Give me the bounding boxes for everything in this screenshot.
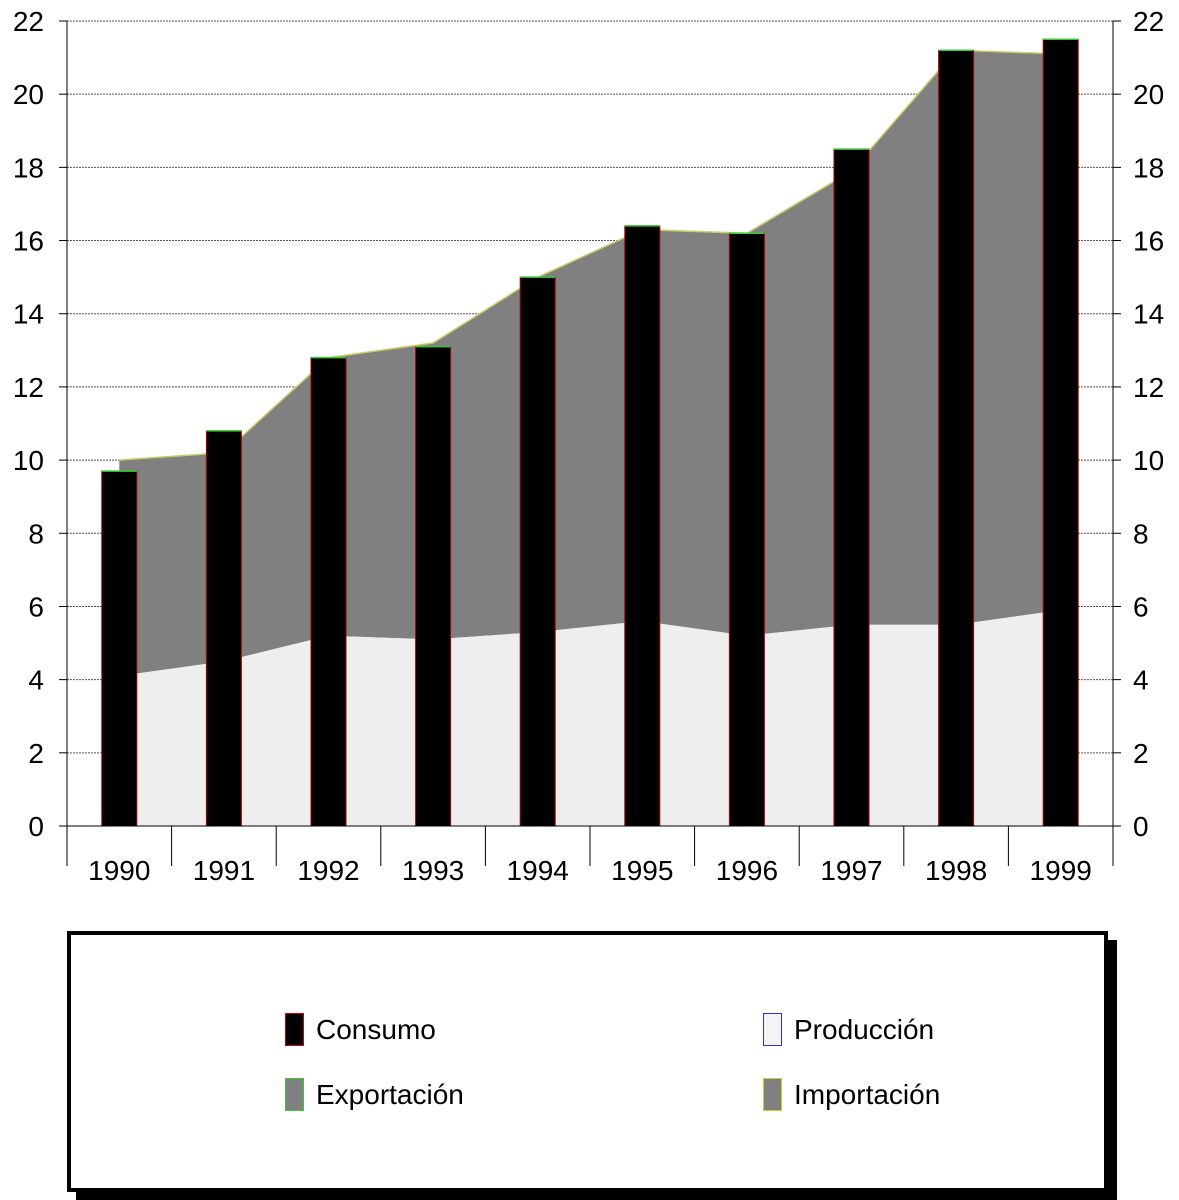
y-axis-left-labels: 0 2 4 6 8 10 12 14 16 18 20 22 (13, 6, 44, 842)
bar-consumo (310, 357, 347, 827)
bar-consumo (938, 49, 975, 827)
y-tick-label-left: 12 (13, 372, 44, 403)
x-tick-label: 1995 (611, 855, 673, 886)
bar-consumo (205, 430, 242, 827)
y-tick-label-right: 2 (1133, 738, 1149, 769)
x-tick-label: 1991 (193, 855, 255, 886)
bar-consumo (519, 276, 556, 827)
y-tick-label-right: 22 (1133, 6, 1164, 37)
y-axis-right-labels: 0 2 4 6 8 10 12 14 16 18 20 22 (1133, 6, 1164, 842)
x-tick-label: 1993 (402, 855, 464, 886)
area-series (119, 49, 1061, 826)
y-tick-label-left: 22 (13, 6, 44, 37)
legend-label-importacion: Importación (794, 1078, 941, 1110)
y-tick-label-right: 18 (1133, 152, 1164, 183)
y-tick-label-left: 14 (13, 299, 44, 330)
bar-consumo (833, 148, 870, 827)
bar-consumo (728, 232, 765, 827)
x-tick-label: 1992 (297, 855, 359, 886)
legend-swatch-importacion (763, 1078, 782, 1111)
y-tick-label-left: 0 (28, 811, 44, 842)
legend-swatch-exportacion (285, 1078, 304, 1111)
x-tick-label: 1990 (88, 855, 150, 886)
legend-label-exportacion: Exportación (316, 1078, 464, 1110)
legend-swatch-produccion (763, 1013, 782, 1046)
legend-item-consumo: Consumo (285, 1013, 436, 1046)
legend-item-produccion: Producción (763, 1013, 934, 1046)
area-importacion-edge (119, 49, 1061, 461)
x-tick-label: 1998 (925, 855, 987, 886)
y-tick-label-right: 10 (1133, 445, 1164, 476)
legend-label-consumo: Consumo (316, 1013, 436, 1045)
bar-consumo (101, 470, 138, 827)
x-tick-label: 1994 (507, 855, 569, 886)
y-tick-label-right: 6 (1133, 591, 1149, 622)
y-tick-label-right: 8 (1133, 518, 1149, 549)
legend-item-exportacion: Exportación (285, 1078, 464, 1111)
y-tick-label-left: 4 (28, 665, 44, 696)
y-tick-label-right: 14 (1133, 299, 1164, 330)
y-tick-label-right: 20 (1133, 79, 1164, 110)
y-tick-label-left: 2 (28, 738, 44, 769)
x-tick-label: 1999 (1030, 855, 1092, 886)
area-produccion (119, 610, 1061, 826)
x-axis-labels: 1990 1991 1992 1993 1994 1995 1996 1997 1998 1999 (88, 855, 1092, 886)
area-importacion (119, 50, 1061, 676)
legend-item-importacion: Importación (763, 1078, 940, 1111)
y-tick-label-left: 20 (13, 79, 44, 110)
bar-consumo (624, 225, 661, 827)
y-tick-label-right: 12 (1133, 372, 1164, 403)
bar-consumo (1042, 38, 1079, 827)
legend-swatch-consumo (285, 1013, 304, 1046)
legend-label-produccion: Producción (794, 1013, 935, 1045)
legend: Consumo Producción Exportación Importaci… (67, 931, 1108, 1192)
x-tick-label: 1996 (716, 855, 778, 886)
y-tick-label-left: 16 (13, 226, 44, 257)
bar-consumo (415, 346, 452, 827)
y-tick-label-left: 8 (28, 518, 44, 549)
x-tick-label: 1997 (820, 855, 882, 886)
y-tick-label-right: 0 (1133, 811, 1149, 842)
axes (59, 20, 1121, 866)
y-tick-label-left: 6 (28, 591, 44, 622)
y-tick-label-left: 18 (13, 152, 44, 183)
y-tick-label-right: 16 (1133, 226, 1164, 257)
y-tick-label-right: 4 (1133, 665, 1149, 696)
bar-series (101, 38, 1079, 827)
y-tick-label-left: 10 (13, 445, 44, 476)
